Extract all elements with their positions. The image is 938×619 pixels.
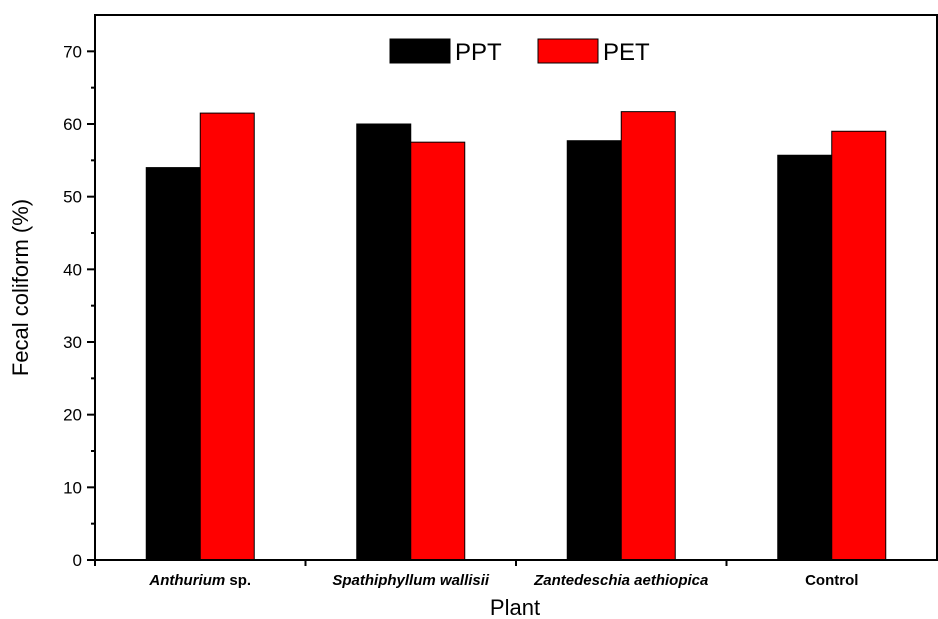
x-tick-label: Zantedeschia aethiopica bbox=[533, 572, 708, 589]
legend-label-ppt: PPT bbox=[455, 39, 502, 66]
y-axis-ticks: 0 10 20 30 40 50 60 70 bbox=[63, 42, 95, 570]
bar-ppt-3 bbox=[777, 154, 833, 561]
plot-frame bbox=[94, 14, 938, 561]
y-tick-label: 30 bbox=[63, 333, 82, 352]
x-tick-label-italic: Spathiphyllum wallisii bbox=[332, 572, 490, 589]
x-tick-label: Anthurium sp. bbox=[148, 572, 251, 589]
x-tick-label-italic: Zantedeschia aethiopica bbox=[533, 572, 708, 589]
bar-pet-2 bbox=[620, 111, 676, 561]
bar-ppt-2 bbox=[566, 140, 622, 561]
bar-ppt-1 bbox=[356, 123, 412, 561]
x-tick-label: Spathiphyllum wallisii bbox=[332, 572, 490, 589]
legend: PPT PET bbox=[389, 38, 650, 66]
bar-ppt-0 bbox=[145, 167, 201, 561]
y-tick-label: 70 bbox=[63, 42, 82, 61]
y-axis-title: Fecal coliform (%) bbox=[8, 199, 33, 376]
y-tick-label: 20 bbox=[63, 406, 82, 425]
x-tick-label-plain: sp. bbox=[225, 572, 251, 589]
legend-label-pet: PET bbox=[603, 39, 650, 66]
bar-pet-0 bbox=[199, 112, 255, 561]
x-axis-title: Plant bbox=[490, 595, 540, 619]
legend-swatch-pet bbox=[537, 38, 599, 64]
x-tick-label-italic: Anthurium bbox=[148, 572, 225, 589]
x-tick-label-plain: Control bbox=[805, 572, 858, 589]
y-tick-label: 0 bbox=[73, 551, 82, 570]
bar-pet-3 bbox=[831, 130, 887, 561]
bar-pet-1 bbox=[410, 141, 466, 561]
x-tick-label: Control bbox=[805, 572, 858, 589]
y-tick-label: 60 bbox=[63, 115, 82, 134]
y-tick-label: 10 bbox=[63, 478, 82, 497]
y-tick-label: 50 bbox=[63, 188, 82, 207]
bars bbox=[145, 111, 887, 561]
x-axis-ticks: Anthurium sp. Spathiphyllum wallisii Zante… bbox=[94, 560, 858, 589]
y-tick-label: 40 bbox=[63, 260, 82, 279]
legend-swatch-ppt bbox=[389, 38, 451, 64]
